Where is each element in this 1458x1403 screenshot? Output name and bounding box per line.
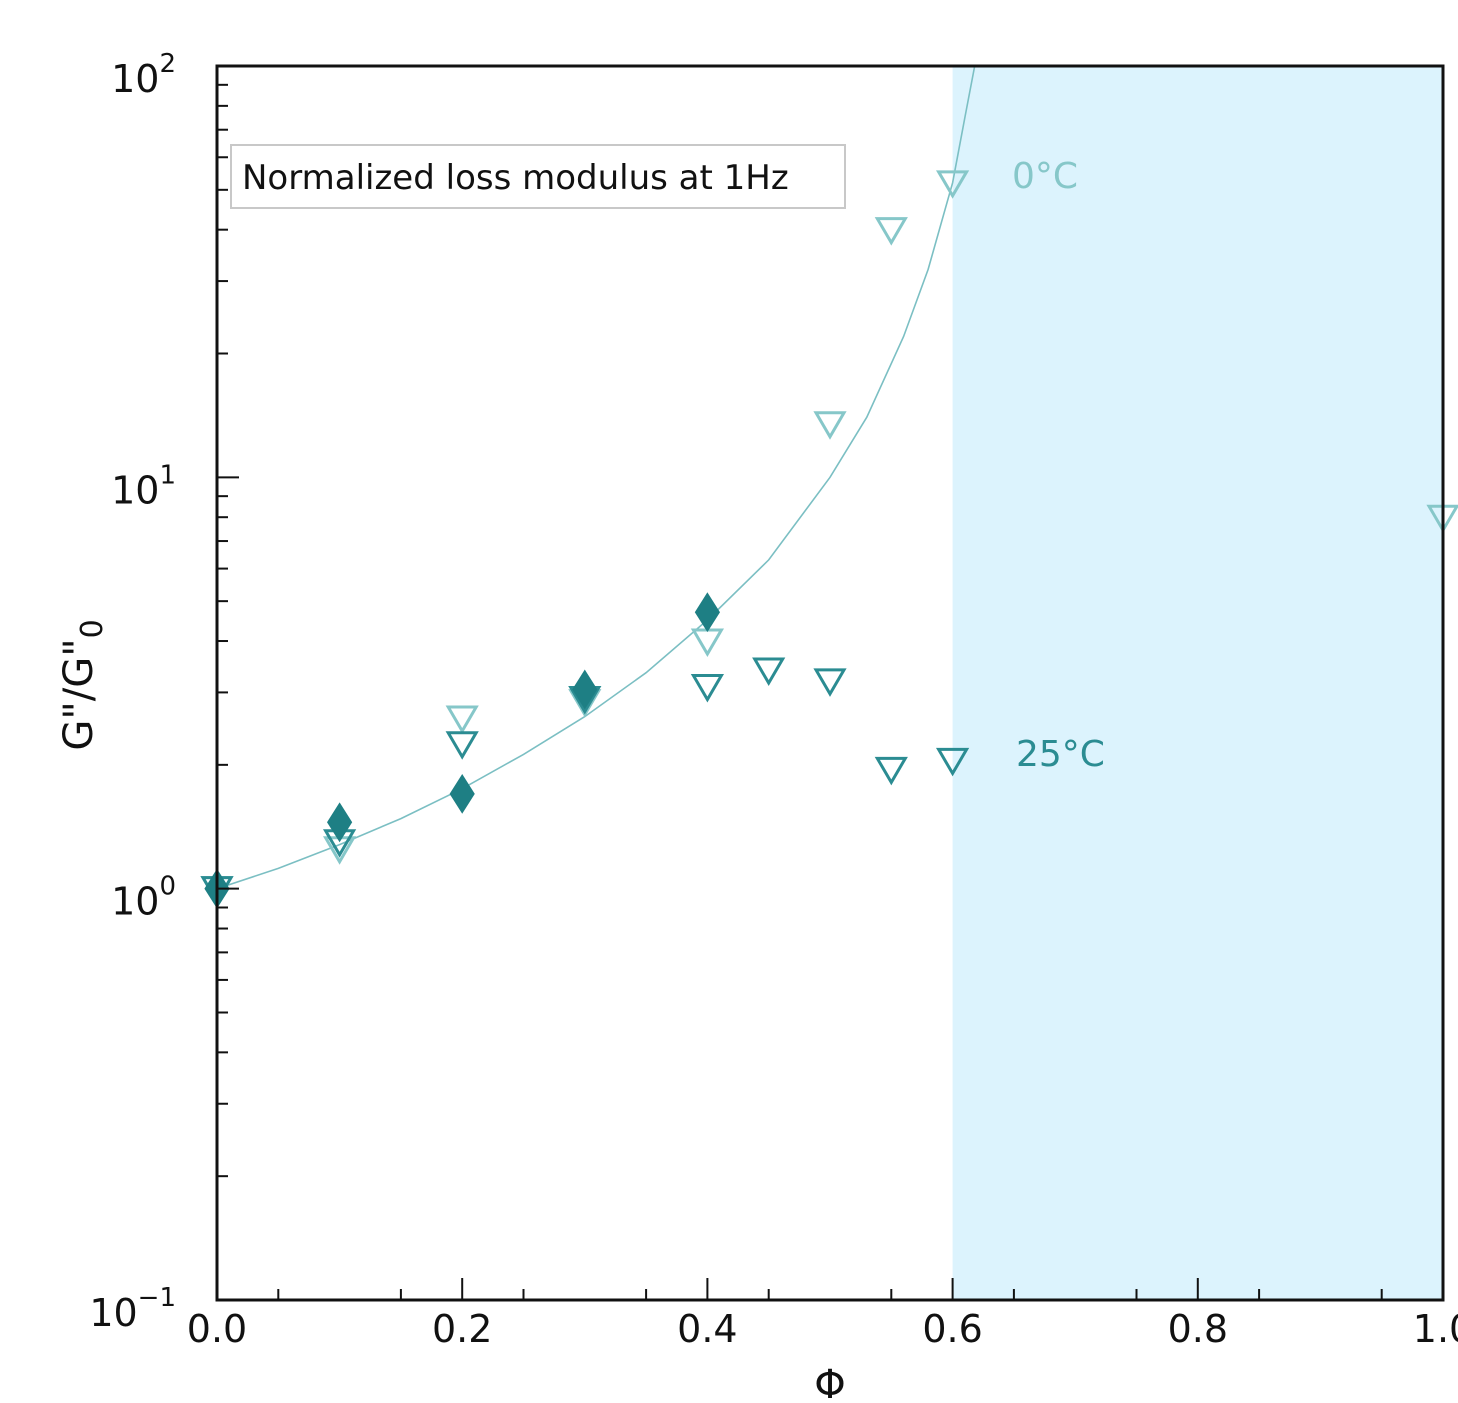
series-1-point-5 (752, 657, 786, 687)
series-2-point-3 (572, 669, 598, 710)
y-tick-label-0: 10−1 (89, 1283, 176, 1335)
legend-frame (230, 144, 846, 209)
x-tick-label-3: 0.6 (922, 1307, 982, 1351)
y-tick-base: 10 (89, 1291, 137, 1335)
series-2-point-1 (327, 802, 353, 843)
series-0-point-5 (813, 411, 847, 440)
series-1-point-4 (690, 674, 725, 703)
series-1-point-2 (445, 731, 479, 760)
y-axis-label-subscript: 0 (75, 619, 110, 638)
series-1-point-6 (813, 668, 847, 697)
x-tick-label-5: 1.0 (1413, 1307, 1458, 1351)
series-2-point-4 (694, 592, 720, 633)
series-1-point-7 (874, 756, 908, 786)
series-0-point-4 (690, 628, 725, 657)
series-label-25c: 25°C (1016, 734, 1105, 775)
x-axis-label: Φ (814, 1362, 845, 1403)
y-tick-label-2: 101 (111, 460, 176, 512)
legend-box: Normalized loss modulus at 1Hz (230, 144, 846, 209)
y-tick-exponent: −1 (138, 1283, 176, 1313)
series-2-point-2 (449, 773, 475, 814)
y-tick-exponent: 0 (159, 872, 176, 902)
x-tick-label-4: 0.8 (1168, 1307, 1228, 1351)
y-axis-label: G"/G"0 (56, 619, 110, 750)
x-tick-label-0: 0.0 (187, 1307, 247, 1351)
legend-text: Normalized loss modulus at 1Hz (242, 158, 789, 198)
series-label-0c: 0°C (1012, 156, 1078, 197)
series-1-point-8 (935, 747, 970, 777)
series-0-point-6 (874, 217, 908, 246)
x-tick-label-2: 0.4 (677, 1307, 737, 1351)
y-axis-label-main: G"/G" (56, 638, 102, 750)
y-tick-label-1: 100 (111, 872, 176, 924)
series-0-point-7 (935, 170, 970, 199)
shaded-region (952, 66, 1443, 1300)
y-tick-exponent: 2 (159, 49, 176, 79)
y-tick-base: 10 (111, 880, 159, 924)
series-0-point-2 (445, 705, 479, 734)
y-tick-base: 10 (111, 57, 159, 101)
y-tick-base: 10 (111, 468, 159, 512)
y-tick-label-3: 102 (111, 49, 176, 101)
x-tick-label-1: 0.2 (432, 1307, 492, 1351)
plot-frame (215, 64, 1445, 1302)
y-tick-exponent: 1 (159, 460, 176, 490)
